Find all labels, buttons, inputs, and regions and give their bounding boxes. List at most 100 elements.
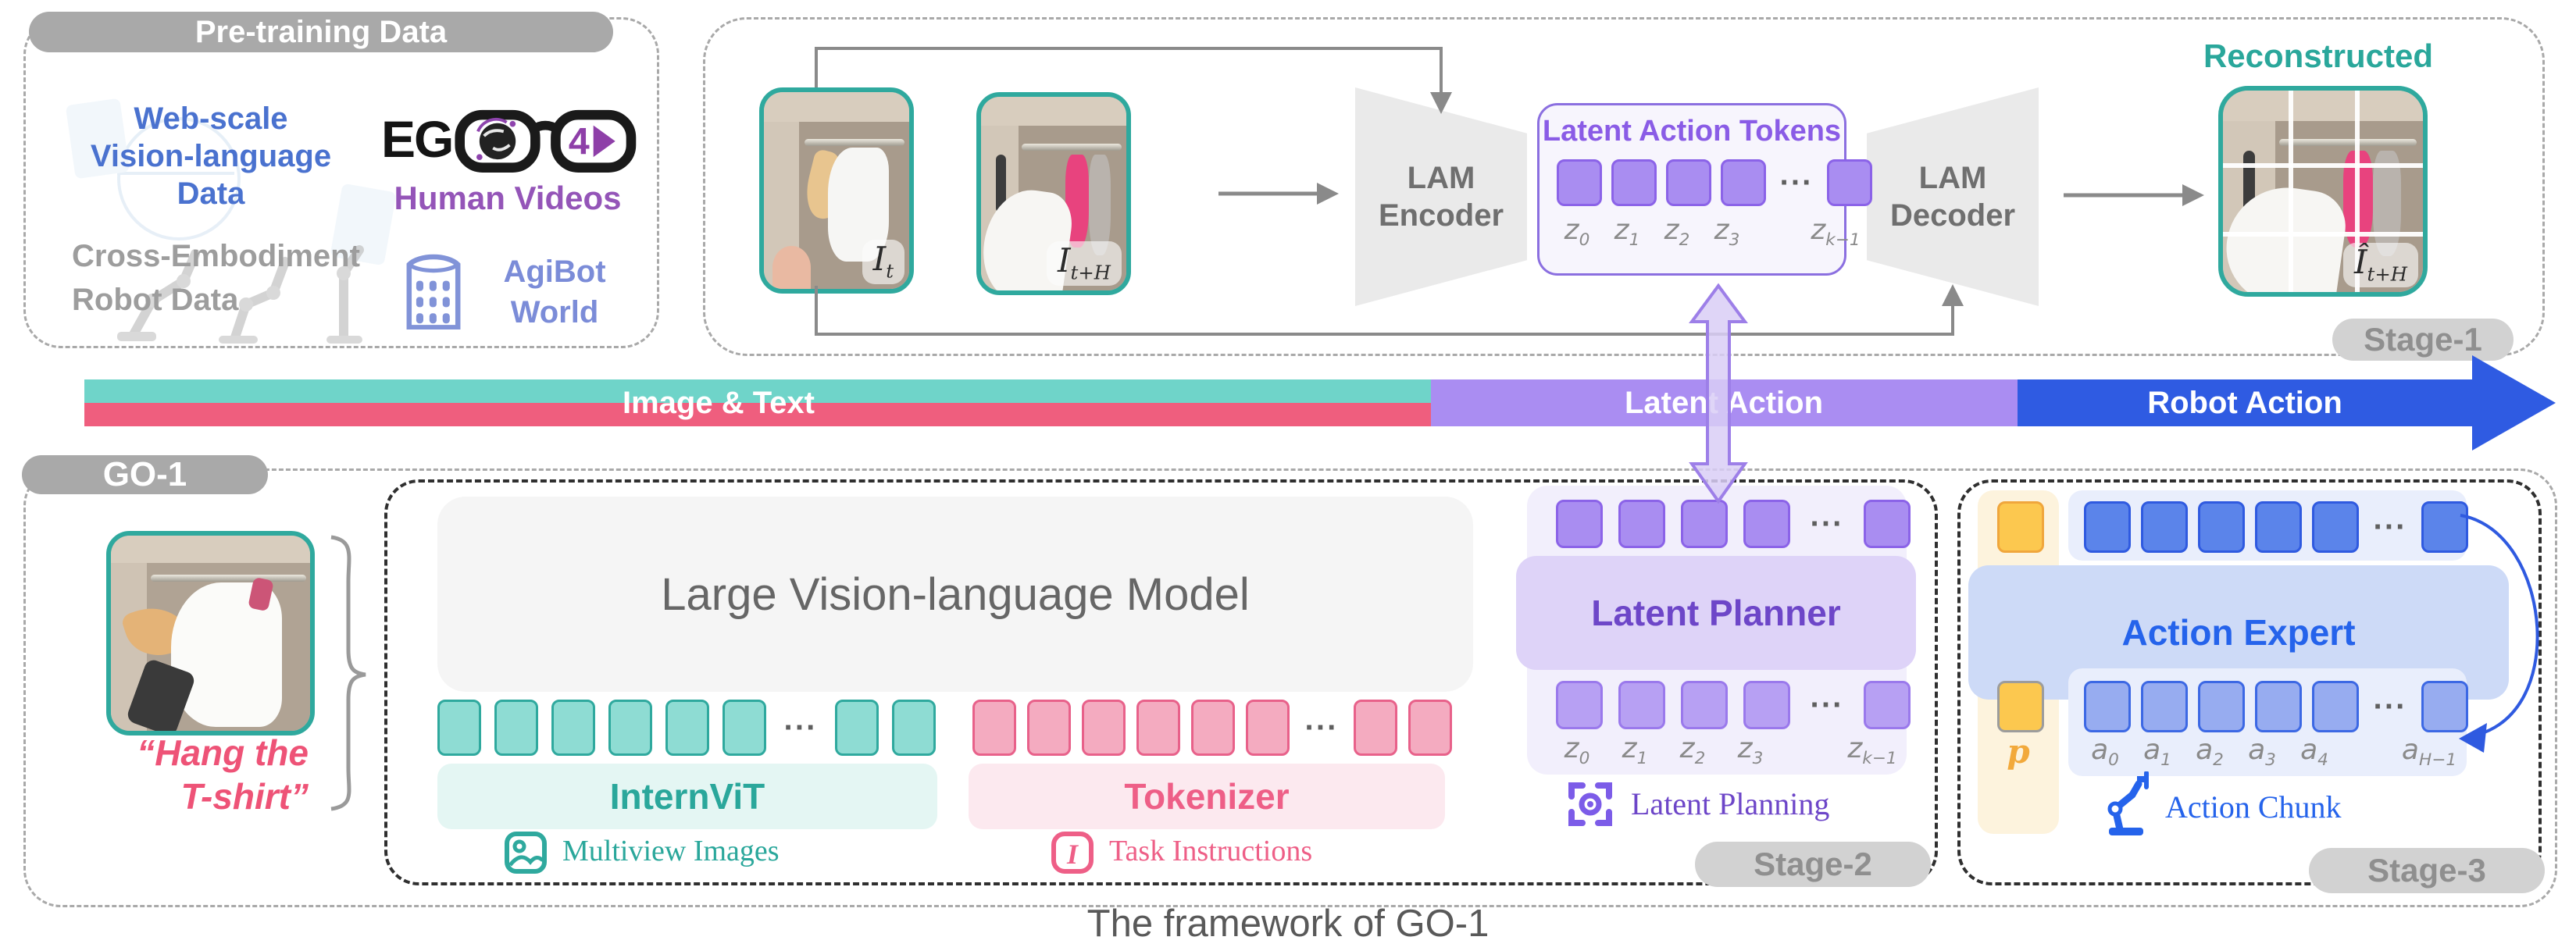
bar-image-text-teal	[84, 379, 1431, 403]
proprio-label: p	[1997, 732, 2039, 771]
instruction-line1: “Hang the	[137, 732, 309, 773]
a-label: a2	[2196, 734, 2224, 771]
a-label: a1	[2143, 734, 2171, 771]
reconstructed-photo: Ît+H	[2218, 86, 2428, 297]
ego4d-glasses-icon: 4	[455, 109, 637, 173]
token	[1557, 159, 1602, 206]
ellipsis: ···	[1810, 506, 1844, 541]
bar-robot-action-text: Robot Action	[2147, 385, 2342, 420]
multiview-images-label: Multiview Images	[562, 834, 780, 868]
token	[1556, 500, 1603, 548]
z-label: z2	[1679, 732, 1706, 769]
z-label: zk−1	[1847, 732, 1897, 769]
token	[892, 700, 936, 756]
token	[2255, 501, 2302, 553]
token	[1864, 681, 1911, 729]
token	[1246, 700, 1290, 756]
webscale-text: Web-scale Vision-language Data	[47, 100, 375, 212]
lam-encoder-line1: LAM	[1407, 161, 1475, 195]
lat-token-row: ···	[1557, 159, 1872, 206]
a-label: aH−1	[2401, 734, 2457, 771]
token	[1743, 500, 1790, 548]
ellipsis: ···	[1779, 165, 1814, 200]
frame-th-label: It+H	[1046, 241, 1122, 286]
cross-embodiment-line1: Cross-Embodiment	[72, 239, 360, 273]
reconstructed-label: Ît+H	[2342, 243, 2418, 287]
latent-action-tokens-box: Latent Action Tokens ··· z0 z1 z2 z3 zk−…	[1537, 103, 1872, 276]
token	[2084, 681, 2131, 732]
svg-text:I: I	[1066, 839, 1079, 870]
action-expert-label: Action Expert	[2121, 612, 2356, 653]
token	[2141, 501, 2188, 553]
webscale-line2: Vision-language	[90, 139, 332, 173]
webscale-line3: Data	[177, 176, 245, 211]
planner-z-labels: z0 z1 z2 z3 zk−1	[1556, 732, 1900, 768]
z-label: z3	[1714, 214, 1740, 251]
token	[494, 700, 538, 756]
token	[551, 700, 595, 756]
latent-planner-box: Latent Planner	[1516, 556, 1916, 670]
robot-arm-icon	[2107, 771, 2149, 835]
z-label: z1	[1614, 214, 1640, 251]
agibot-colosseum-icon	[406, 254, 461, 329]
action-top-token-row: ···	[2084, 501, 2468, 553]
go1-label: GO-1	[102, 455, 187, 493]
go1-input-photo	[106, 531, 315, 736]
ego4d-eg-text: EG	[381, 110, 454, 168]
token	[1666, 159, 1711, 206]
proprio-token-top	[1997, 501, 2044, 553]
token	[1743, 681, 1790, 729]
instruction-text: “Hang the T-shirt”	[47, 731, 309, 818]
ellipsis: ···	[783, 710, 818, 745]
figure-caption: The framework of GO-1	[0, 902, 2576, 946]
vlm-inner-box	[384, 479, 1938, 885]
bar-latent-action-label: Latent Action	[1490, 379, 1958, 426]
task-instructions-icon: I	[1051, 832, 1094, 874]
ellipsis: ···	[2373, 509, 2407, 544]
z-label: z3	[1737, 732, 1764, 769]
token	[1354, 700, 1397, 756]
agibot-line2: World	[510, 295, 599, 329]
a-label: a0	[2091, 734, 2119, 771]
robot-arms-illustration	[117, 245, 364, 344]
stage3-box	[1957, 479, 2542, 885]
latent-planning-text: Latent Planning	[1631, 786, 1830, 821]
internvit-label: InternViT	[609, 776, 765, 817]
stage1-label: Stage-1	[2364, 321, 2482, 358]
token	[437, 700, 481, 756]
z-label: z1	[1622, 732, 1648, 769]
frame-t-photo: It	[759, 87, 914, 294]
stage3-label: Stage-3	[2367, 852, 2486, 889]
frame-t-sub: t	[886, 259, 894, 283]
stage3-pill: Stage-3	[2309, 848, 2545, 893]
pretraining-title-pill: Pre-training Data	[29, 12, 613, 52]
token	[2084, 501, 2131, 553]
token	[1827, 159, 1872, 206]
action-a-labels: a0 a1 a2 a3 a4 aH−1	[2084, 734, 2460, 770]
recon-sub: t+H	[2367, 262, 2407, 286]
lam-decoder-line2: Decoder	[1889, 198, 2016, 233]
stage1-pill: Stage-1	[2332, 319, 2514, 361]
webscale-illustration	[65, 94, 398, 273]
token	[1681, 500, 1728, 548]
agibot-line1: AgiBot	[503, 255, 606, 289]
frame-t-base: I	[872, 240, 887, 279]
action-bottom-token-row: ···	[2084, 681, 2468, 732]
reconstructed-text: Reconstructed	[2203, 37, 2434, 74]
token	[1191, 700, 1235, 756]
ellipsis: ···	[1304, 710, 1339, 745]
frame-th-base: I	[1057, 241, 1071, 280]
z-label: z2	[1664, 214, 1690, 251]
token	[2312, 681, 2359, 732]
planner-bottom-token-row: ···	[1556, 681, 1911, 729]
recon-base: Î	[2353, 243, 2367, 282]
latent-planner-label: Latent Planner	[1591, 593, 1841, 633]
webscale-line1: Web-scale	[134, 102, 288, 136]
cross-embodiment-line2: Robot Data	[72, 283, 239, 317]
token	[2198, 501, 2245, 553]
lam-encoder-line2: Encoder	[1378, 198, 1504, 233]
caption-text: The framework of GO-1	[1086, 903, 1490, 945]
token	[722, 700, 766, 756]
token	[1136, 700, 1180, 756]
